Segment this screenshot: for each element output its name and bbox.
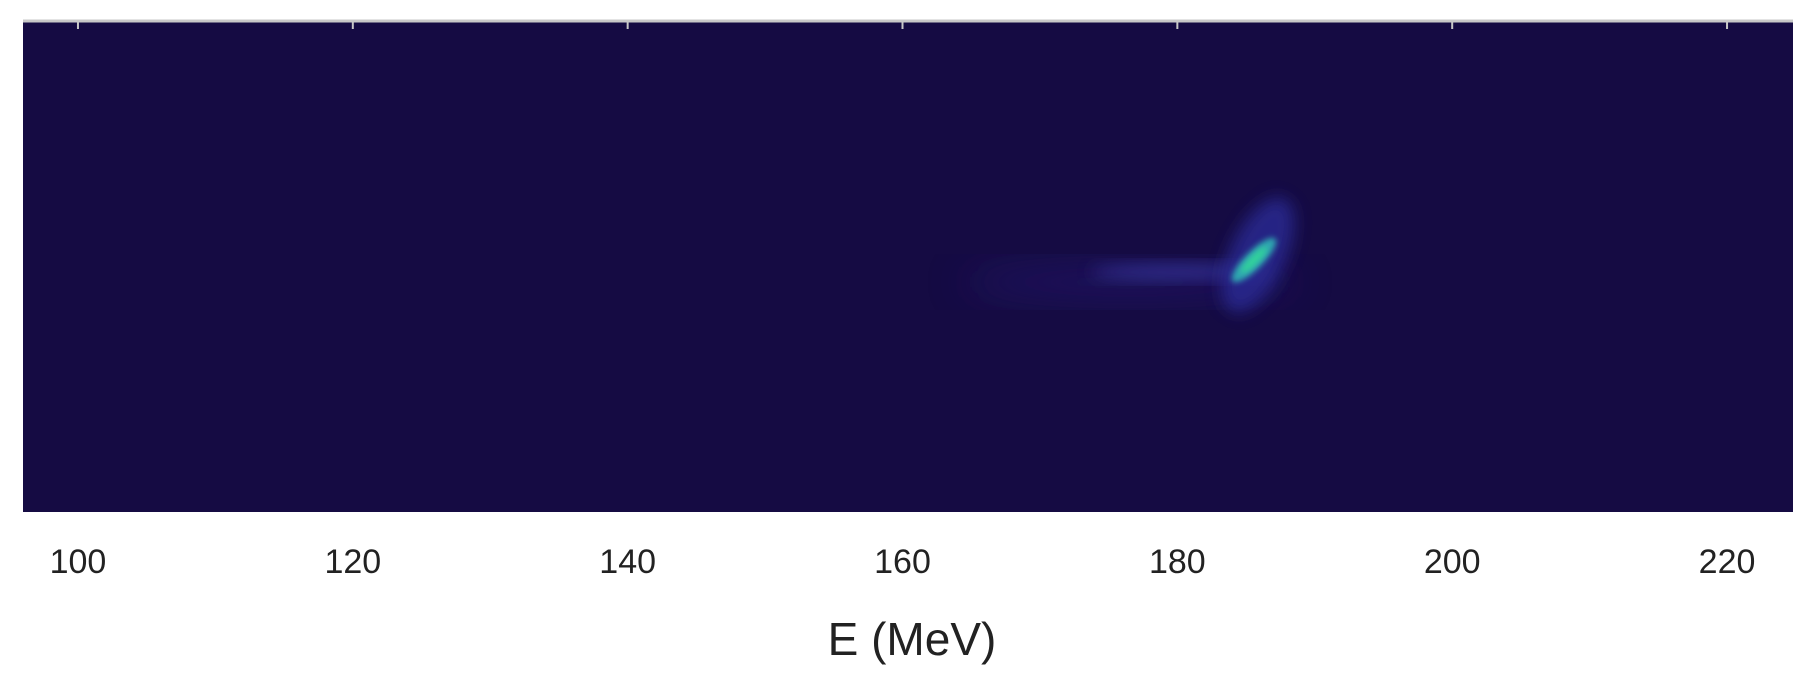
beam-spot xyxy=(960,197,1300,313)
x-tick-label: 140 xyxy=(599,543,656,581)
x-tick-label: 220 xyxy=(1699,543,1756,581)
x-tick-label: 120 xyxy=(324,543,381,581)
x-tick-label: 100 xyxy=(50,543,107,581)
x-tick-label: 160 xyxy=(874,543,931,581)
x-tick-label: 200 xyxy=(1424,543,1481,581)
plot-area xyxy=(23,19,1793,512)
x-tick-label: 180 xyxy=(1149,543,1206,581)
x-axis-label: E (MeV) xyxy=(828,613,997,665)
image-background xyxy=(23,21,1793,512)
